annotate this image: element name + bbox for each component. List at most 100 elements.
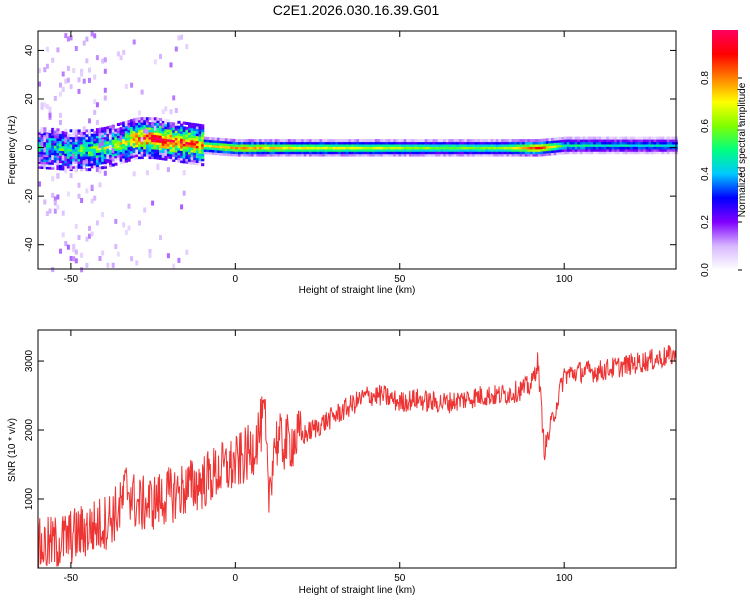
heatmap-cell bbox=[169, 129, 173, 133]
heatmap-cell bbox=[48, 152, 52, 155]
heatmap-cell bbox=[251, 143, 255, 147]
heatmap-cell bbox=[77, 151, 81, 155]
heatmap-cell bbox=[69, 136, 73, 140]
heatmap-cell bbox=[314, 143, 318, 147]
heatmap-cell bbox=[77, 153, 81, 157]
heatmap-cell bbox=[206, 139, 210, 143]
heatmap-cell bbox=[624, 136, 628, 140]
heatmap-cell bbox=[577, 136, 581, 140]
heatmap-cell bbox=[98, 256, 102, 261]
heatmap-cell bbox=[551, 147, 555, 151]
heatmap-cell bbox=[645, 143, 649, 147]
heatmap-cell bbox=[443, 151, 447, 155]
heatmap-cell bbox=[353, 143, 357, 147]
snr-y-tick-label: 2000 bbox=[24, 418, 35, 441]
heatmap-cell bbox=[198, 123, 202, 127]
heatmap-cell bbox=[511, 153, 515, 157]
heatmap-cell bbox=[424, 143, 428, 147]
heatmap-cell bbox=[327, 148, 331, 152]
heatmap-cell bbox=[477, 146, 481, 150]
heatmap-cell bbox=[561, 149, 565, 152]
heatmap-cell bbox=[569, 151, 573, 155]
heatmap-cell bbox=[93, 162, 97, 166]
heatmap-cell bbox=[106, 148, 110, 151]
heatmap-cell bbox=[366, 148, 371, 152]
heatmap-cell bbox=[524, 151, 528, 155]
heatmap-cell bbox=[122, 49, 126, 55]
heatmap-cell bbox=[627, 143, 631, 147]
snr-x-axis-label: Height of straight line (km) bbox=[299, 585, 416, 596]
heatmap-cell bbox=[406, 139, 410, 143]
heatmap-cell bbox=[482, 148, 486, 152]
heatmap-cell bbox=[348, 139, 352, 143]
heatmap-cell bbox=[109, 127, 113, 131]
heatmap-cell bbox=[53, 135, 57, 139]
heatmap-cell bbox=[282, 141, 286, 145]
heatmap-cell bbox=[430, 139, 434, 143]
heatmap-cell bbox=[645, 139, 649, 143]
heatmap-cell bbox=[301, 139, 305, 143]
heatmap-cell bbox=[590, 146, 594, 150]
heatmap-cell bbox=[414, 139, 418, 143]
heatmap-cell bbox=[451, 141, 455, 145]
heatmap-cell bbox=[88, 156, 92, 159]
heatmap-cell bbox=[274, 139, 278, 143]
heatmap-cell bbox=[90, 162, 94, 166]
heatmap-cell bbox=[230, 141, 234, 145]
heatmap-cell bbox=[172, 137, 176, 140]
heatmap-cell bbox=[185, 131, 189, 135]
heatmap-cell bbox=[361, 143, 365, 147]
heatmap-cell bbox=[630, 146, 634, 150]
heatmap-cell bbox=[88, 158, 92, 162]
heatmap-cell bbox=[169, 134, 173, 138]
heatmap-cell bbox=[109, 125, 113, 129]
heatmap-cell bbox=[422, 146, 426, 150]
heatmap-cell bbox=[474, 148, 478, 152]
heatmap-cell bbox=[548, 143, 552, 146]
heatmap-cell bbox=[372, 141, 376, 145]
heatmap-cell bbox=[209, 146, 213, 150]
heatmap-cell bbox=[293, 143, 297, 147]
heatmap-cell bbox=[593, 136, 597, 140]
heatmap-cell bbox=[143, 122, 147, 126]
heatmap-cell bbox=[532, 143, 536, 147]
heatmap-cell bbox=[109, 154, 113, 158]
heatmap-cell bbox=[643, 148, 647, 152]
heatmap-cell bbox=[38, 163, 42, 167]
heatmap-cell bbox=[80, 141, 84, 145]
heatmap-cell bbox=[661, 148, 665, 152]
heatmap-cell bbox=[516, 139, 520, 143]
heatmap-cell bbox=[419, 153, 423, 157]
heatmap-cell bbox=[361, 151, 365, 155]
heatmap-cell bbox=[151, 136, 155, 140]
heatmap-cell bbox=[393, 146, 397, 150]
heatmap-cell bbox=[74, 139, 78, 143]
heatmap-cell bbox=[530, 151, 534, 155]
spectrogram-x-axis-label: Height of straight line (km) bbox=[299, 285, 416, 296]
heatmap-cell bbox=[198, 126, 202, 130]
heatmap-cell bbox=[95, 142, 100, 146]
heatmap-cell bbox=[277, 143, 281, 147]
heatmap-cell bbox=[590, 141, 594, 145]
heatmap-cell bbox=[619, 136, 623, 140]
heatmap-cell bbox=[182, 143, 186, 147]
heatmap-cell bbox=[543, 153, 547, 157]
heatmap-cell bbox=[43, 129, 47, 133]
spectrogram-x-tick-label: 0 bbox=[233, 274, 239, 285]
heatmap-cell bbox=[472, 141, 476, 145]
heatmap-cell bbox=[66, 143, 71, 147]
heatmap-cell bbox=[648, 151, 652, 155]
heatmap-cell bbox=[311, 143, 315, 147]
heatmap-cell bbox=[369, 146, 373, 150]
heatmap-cell bbox=[343, 141, 347, 145]
heatmap-cell bbox=[309, 143, 313, 147]
heatmap-cell bbox=[85, 143, 89, 147]
heatmap-cell bbox=[448, 141, 452, 145]
heatmap-cell bbox=[72, 68, 76, 73]
heatmap-cell bbox=[130, 148, 134, 152]
heatmap-cell bbox=[127, 127, 131, 131]
heatmap-cell bbox=[464, 139, 468, 143]
heatmap-cell bbox=[537, 151, 542, 155]
heatmap-cell bbox=[206, 141, 210, 145]
heatmap-cell bbox=[222, 145, 226, 149]
